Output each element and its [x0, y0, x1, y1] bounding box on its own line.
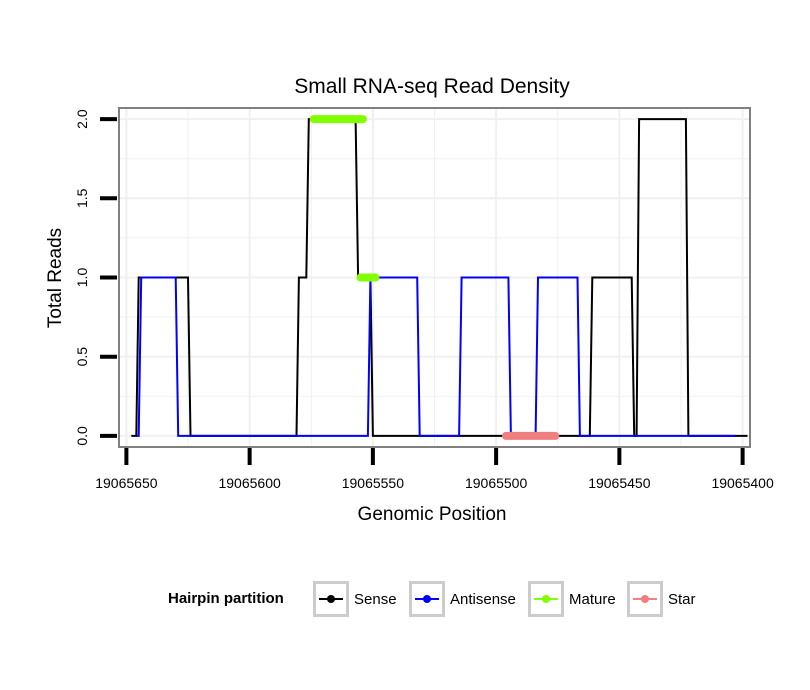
- series-line-antisense: [136, 276, 736, 437]
- y-tick-label: 0.0: [74, 426, 90, 446]
- legend-key-dot: [542, 595, 550, 603]
- panel-border: [118, 107, 751, 448]
- legend-key-dot: [423, 595, 431, 603]
- y-axis-label: Total Reads: [45, 228, 66, 328]
- x-tick-label: 19065550: [342, 475, 405, 491]
- legend-title: Hairpin partition: [168, 590, 284, 607]
- y-axis: 0.0 0.5 1.0 1.5 2.0: [74, 109, 117, 446]
- y-tick-label: 1.5: [74, 188, 90, 208]
- legend-label-star: Star: [668, 591, 696, 608]
- legend-key-dot: [641, 595, 649, 603]
- y-tick-label: 1.0: [74, 268, 90, 288]
- grid-lines: [119, 108, 750, 447]
- legend: Hairpin partition Sense Antisense Mature St…: [168, 581, 696, 617]
- x-tick-label: 19065400: [711, 475, 774, 491]
- data-series: [131, 115, 748, 440]
- x-tick-label: 19065650: [95, 475, 158, 491]
- chart-title: Small RNA-seq Read Density: [294, 75, 570, 98]
- legend-label-mature: Mature: [569, 591, 616, 608]
- legend-key-dot: [327, 595, 335, 603]
- legend-label-sense: Sense: [354, 591, 397, 608]
- x-tick-label: 19065450: [588, 475, 651, 491]
- legend-label-antisense: Antisense: [450, 591, 516, 608]
- x-tick-label: 19065500: [465, 475, 528, 491]
- y-tick-label: 0.5: [74, 347, 90, 367]
- x-axis: 19065650 19065600 19065550 19065500 19065450…: [95, 448, 774, 491]
- x-tick-label: 19065600: [218, 475, 281, 491]
- x-axis-label: Genomic Position: [358, 504, 507, 525]
- y-tick-label: 2.0: [74, 109, 90, 129]
